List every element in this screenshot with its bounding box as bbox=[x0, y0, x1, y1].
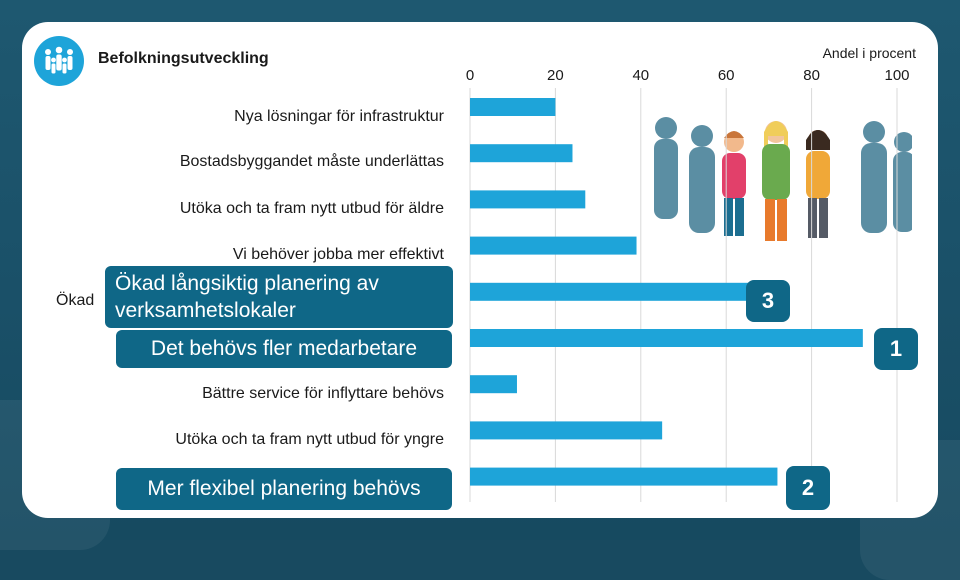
x-tick-label: 100 bbox=[884, 67, 909, 84]
category-label: Nya lösningar för infrastruktur bbox=[234, 108, 444, 125]
bar bbox=[470, 329, 863, 347]
rank-badge-3: 3 bbox=[746, 280, 790, 322]
category-label-hidden-prefix: Ökad bbox=[56, 292, 95, 309]
rank-badge-1: 1 bbox=[874, 328, 918, 370]
bar bbox=[470, 190, 586, 209]
category-label: Utöka och ta fram nytt utbud för yngre bbox=[175, 431, 444, 448]
category-label: Bättre service för inflyttare behövs bbox=[202, 385, 444, 402]
bar-chart: 0 20 40 60 80 100 bbox=[466, 67, 910, 502]
x-tick-label: 80 bbox=[803, 67, 820, 84]
x-tick-label: 40 bbox=[632, 67, 649, 84]
slide-card: Befolkningsutveckling Andel i procent 0 2… bbox=[22, 22, 938, 518]
x-tick-label: 20 bbox=[547, 67, 564, 84]
callout-flexible-planning: Mer flexibel planering behövs bbox=[116, 468, 452, 510]
callout-line: verksamhetslokaler bbox=[115, 299, 296, 322]
bar bbox=[470, 282, 769, 301]
category-label: Utöka och ta fram nytt utbud för äldre bbox=[179, 200, 444, 217]
x-tick-label: 0 bbox=[466, 67, 474, 84]
bar bbox=[470, 421, 663, 440]
callout-more-staff: Det behövs fler medarbetare bbox=[116, 330, 452, 368]
bar bbox=[470, 467, 778, 486]
axis-caption: Andel i procent bbox=[822, 45, 916, 61]
rank-badge-2: 2 bbox=[786, 466, 830, 510]
slide-title: Befolkningsutveckling bbox=[98, 50, 269, 67]
category-label: Vi behöver jobba mer effektivt bbox=[232, 246, 444, 263]
category-label: Bostadsbyggandet måste underlättas bbox=[179, 153, 444, 170]
bar bbox=[470, 98, 556, 116]
callout-long-term-planning: Ökad långsiktig planering av verksamhets… bbox=[105, 266, 453, 328]
callout-line: Ökad långsiktig planering av bbox=[115, 272, 379, 295]
people-group-icon bbox=[34, 36, 84, 86]
bar bbox=[470, 375, 517, 394]
bar bbox=[470, 144, 573, 163]
x-tick-label: 60 bbox=[718, 67, 735, 84]
bar bbox=[470, 236, 637, 255]
